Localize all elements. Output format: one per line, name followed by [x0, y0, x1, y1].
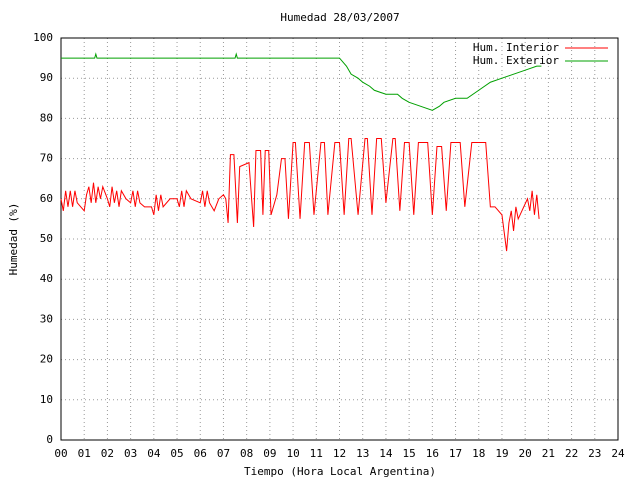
x-tick-label: 12 [333, 447, 346, 460]
legend-label: Hum. Exterior [473, 54, 559, 67]
y-tick-label: 40 [40, 272, 53, 285]
x-tick-label: 00 [54, 447, 67, 460]
y-tick-label: 90 [40, 71, 53, 84]
x-tick-label: 16 [426, 447, 439, 460]
y-tick-label: 10 [40, 393, 53, 406]
x-tick-label: 01 [78, 447, 91, 460]
x-tick-label: 14 [379, 447, 393, 460]
x-tick-label: 22 [565, 447, 578, 460]
x-tick-label: 19 [495, 447, 508, 460]
x-tick-label: 21 [542, 447, 555, 460]
x-tick-label: 09 [263, 447, 276, 460]
series-line [61, 52, 542, 111]
series-line [60, 138, 540, 252]
x-tick-label: 07 [217, 447, 230, 460]
x-tick-label: 04 [147, 447, 161, 460]
legend-label: Hum. Interior [473, 41, 559, 54]
chart-title: Humedad 28/03/2007 [280, 11, 399, 24]
y-tick-label: 100 [33, 31, 53, 44]
plot-border [60, 37, 619, 441]
y-tick-label: 20 [40, 353, 53, 366]
x-axis-label: Tiempo (Hora Local Argentina) [244, 465, 436, 478]
x-tick-label: 18 [472, 447, 485, 460]
y-tick-label: 30 [40, 312, 53, 325]
x-tick-label: 10 [286, 447, 299, 460]
x-tick-label: 17 [449, 447, 462, 460]
x-tick-label: 15 [403, 447, 416, 460]
x-tick-label: 03 [124, 447, 137, 460]
y-tick-label: 60 [40, 192, 53, 205]
y-tick-label: 70 [40, 152, 53, 165]
x-tick-label: 24 [611, 447, 625, 460]
x-tick-label: 23 [588, 447, 601, 460]
y-tick-label: 0 [46, 433, 53, 446]
y-tick-label: 50 [40, 232, 53, 245]
x-tick-label: 13 [356, 447, 369, 460]
y-tick-label: 80 [40, 111, 53, 124]
x-tick-label: 05 [170, 447, 183, 460]
x-tick-label: 08 [240, 447, 253, 460]
x-tick-label: 06 [194, 447, 207, 460]
x-tick-label: 20 [519, 447, 532, 460]
x-tick-label: 11 [310, 447, 323, 460]
y-axis-label: Humedad (%) [7, 203, 20, 276]
x-tick-label: 02 [101, 447, 114, 460]
